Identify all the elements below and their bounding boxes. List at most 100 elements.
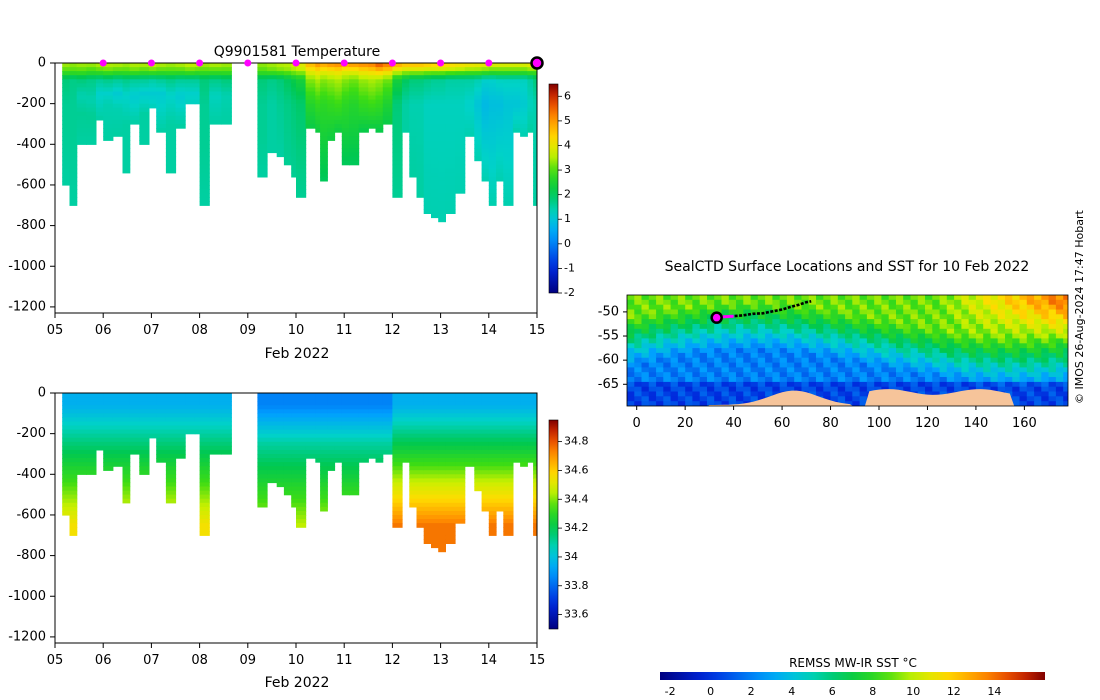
profile-cell [283,128,292,133]
profile-cell [122,474,131,479]
sst-cell [648,372,657,378]
profile-cell [533,474,537,479]
profile-cell [423,466,432,471]
profile-cell [474,140,483,145]
sst-cell [808,299,817,306]
sst-cell [772,372,781,378]
profile-cell [533,168,537,174]
profile-cell [185,393,196,398]
profile-cell [382,437,393,443]
sst-cell [990,319,999,325]
profile-cell [122,494,131,500]
sst-cell [779,348,788,354]
profile-cell [375,75,384,80]
sst-cell [670,333,679,339]
profile-cell [503,515,514,520]
profile-cell [291,409,297,414]
sst-cell [648,357,657,363]
sst-cell [881,352,890,359]
profile-cell [320,482,328,488]
profile-cell [296,433,307,439]
sst-cell [692,319,701,325]
profile-cell [112,433,123,439]
profile-cell [296,498,307,504]
profile-cell [455,156,466,162]
profile-cell [69,124,78,129]
profile-cell [349,397,360,402]
profile-cell [194,75,201,80]
profile-cell [129,119,140,125]
profile-cell [416,144,425,149]
profile-cell [474,91,483,97]
profile-cell [276,132,285,137]
profile-cell [76,95,87,101]
profile-cell [445,445,456,451]
profile-cell [392,71,403,76]
profile-cell [122,95,131,101]
sst-cell [1041,352,1050,359]
profile-cell [402,441,410,447]
profile-cell [199,490,210,496]
profile-cell [86,433,97,439]
profile-cell [349,445,360,451]
profile-cell [382,393,393,398]
profile-cell [296,95,307,101]
profile-cell [69,71,78,76]
profile-cell [175,413,186,418]
profile-cell [488,75,497,80]
sst-cell [990,299,999,306]
sst-cell [823,324,832,330]
profile-cell [503,454,514,459]
sst-cell [1026,314,1035,320]
profile-cell [392,160,403,166]
profile-cell [375,449,384,455]
sst-cell [663,401,672,406]
profile-cell [69,168,78,174]
sst-cell [816,295,824,301]
profile-cell [474,397,483,402]
profile-cell [320,470,328,475]
sst-cell [634,386,643,392]
profile-cell [327,63,336,68]
profile-cell [221,103,232,109]
profile-cell [423,197,432,202]
sst-cell [845,401,853,406]
profile-cell [481,397,490,402]
profile-cell [358,441,369,447]
profile-cell [96,71,104,76]
profile-cell [481,79,490,84]
profile-cell [194,413,201,418]
profile-cell [103,111,114,117]
sst-cell [685,367,693,373]
sst-cell [808,304,817,310]
sst-cell [786,381,795,388]
profile-cell [481,421,490,427]
profile-cell [474,95,483,101]
profile-cell [267,458,278,463]
sst-cell [997,348,1006,354]
profile-cell [464,429,475,435]
profile-cell [296,523,307,528]
profile-cell [62,95,70,101]
profile-cell [315,413,321,418]
profile-cell [533,83,537,88]
map-x-tick-label: 40 [725,416,742,431]
profile-cell [438,185,446,190]
sst-cell [968,338,977,344]
sst-cell [925,314,933,320]
sst-cell [707,319,715,325]
sst-cell [692,314,701,320]
profile-cell [341,67,350,72]
profile-cell [69,144,78,149]
sst-cell [728,401,737,406]
profile-cell [122,433,131,439]
profile-cell [423,527,432,532]
profile-cell [512,124,521,129]
sst-cell [1055,324,1064,330]
profile-cell [103,79,114,84]
profile-cell [305,409,316,414]
profile-cell [267,128,278,133]
profile-cell [296,189,307,194]
profile-cell [96,87,104,93]
sst-cell [1019,314,1028,320]
